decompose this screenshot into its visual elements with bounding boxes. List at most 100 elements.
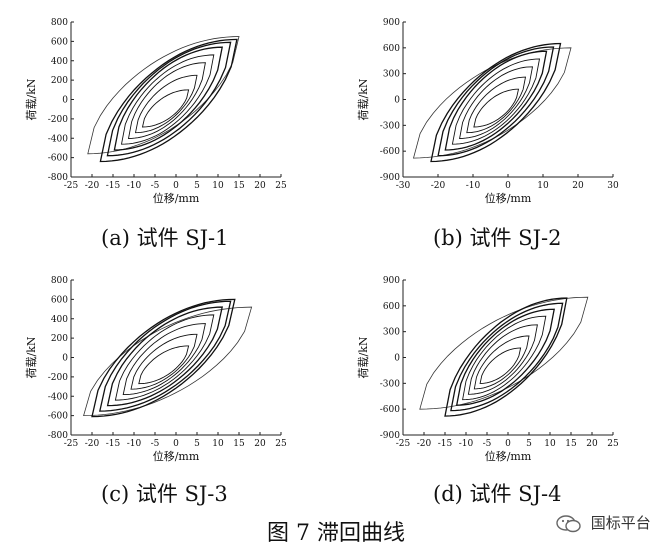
x-tick-label: -5 [151,181,160,191]
y-tick-label: 0 [394,354,400,364]
y-tick-label: -400 [48,392,68,402]
caption-sj1: (a) 试件 SJ-1 [101,226,229,250]
hysteresis-loop [114,314,215,401]
y-axis-label: 荷载/kN [357,336,370,378]
y-tick-label: 900 [383,18,400,28]
hysteresis-loop [106,41,232,157]
chart-1: -25 -20 -15 -10 -5 0 5 10 15 20 25 -800 -600 -400 -200… [25,18,287,205]
y-tick-label: 400 [51,315,68,325]
x-tick-label: 25 [607,439,619,449]
watermark-text: 国标平台 [590,514,651,532]
y-tick-label: -200 [48,115,68,125]
x-tick-label: 10 [537,181,549,191]
caption-sj3: (c) 试件 SJ-3 [101,482,228,506]
x-tick-label: 0 [505,181,511,191]
chart-3: -25 -20 -15 -10 -5 0 5 10 15 20 25 -800 -600 -400 -200… [25,276,287,463]
y-tick-label: -300 [380,379,400,389]
x-tick-label: -15 [106,181,121,191]
x-tick-label: -10 [466,181,481,191]
envelope-curve [419,296,589,410]
y-tick-label: 800 [51,276,68,286]
x-tick-label: 0 [505,439,511,449]
x-axis-label: 位移/mm [153,449,200,463]
y-tick-label: -600 [48,154,68,164]
x-tick-label: 15 [565,439,577,449]
y-tick-label: 300 [383,328,400,338]
hysteresis-loop [450,302,564,412]
hysteresis-loop [473,88,520,128]
y-tick-label: 0 [62,96,68,106]
y-axis-label: 荷载/kN [25,78,38,120]
hysteresis-loop [98,300,232,412]
y-tick-label: -600 [380,147,400,157]
y-tick-label: 900 [383,276,400,286]
x-tick-label: 0 [173,181,179,191]
y-tick-label: -600 [48,412,68,422]
hysteresis-loop [473,335,530,390]
hysteresis-loop [455,308,555,406]
hysteresis-loop [91,298,236,418]
x-tick-label: -15 [438,439,453,449]
hysteresis-loop [141,89,190,128]
x-tick-label: 25 [275,181,287,191]
hysteresis-loop [120,54,215,145]
x-tick-label: 10 [212,181,224,191]
y-tick-label: 400 [51,57,68,67]
x-axis-label: 位移/mm [485,191,532,205]
wechat-logo-icon [556,514,581,532]
x-tick-label: 5 [194,181,200,191]
y-axis-label: 荷载/kN [357,78,370,120]
y-tick-label: -600 [380,405,400,415]
y-tick-label: -200 [48,373,68,383]
y-tick-label: 600 [51,295,68,305]
hysteresis-loop [122,323,206,396]
hysteresis-loop [467,324,538,395]
chart-2: -30 -20 -10 0 10 20 30 -900 -600 -300 0 300 600 900 位移… [357,18,619,205]
y-tick-label: -900 [380,173,400,183]
hysteresis-loop [459,66,534,139]
envelope-curve [87,36,240,155]
y-tick-label: 0 [62,354,68,364]
y-tick-label: 800 [51,18,68,28]
y-axis-label: 荷载/kN [25,336,38,378]
x-tick-label: 15 [233,439,245,449]
y-tick-label: 600 [51,37,68,47]
x-tick-label: -10 [459,439,474,449]
hysteresis-loop [462,315,547,401]
hysteresis-loop [466,76,527,134]
hysteresis-loop [451,58,541,145]
x-tick-label: 15 [233,181,245,191]
x-tick-label: -20 [431,181,446,191]
envelope-curve [412,47,572,159]
hysteresis-loop [113,46,223,151]
x-axis-label: 位移/mm [485,449,532,463]
y-tick-label: 0 [394,96,400,106]
y-tick-label: -400 [48,134,68,144]
x-tick-label: -25 [64,181,79,191]
x-tick-label: -15 [106,439,121,449]
x-tick-label: 30 [607,181,619,191]
hysteresis-loop [127,62,206,139]
x-tick-label: 20 [254,439,266,449]
x-tick-label: 10 [544,439,556,449]
x-axis-label: 位移/mm [153,191,200,205]
x-tick-label: -10 [127,181,142,191]
chart-4: -25 -20 -15 -10 -5 0 5 10 15 20 25 -900 -600 -300 0 300… [357,276,619,463]
x-tick-label: 5 [194,439,200,449]
hysteresis-loop [430,42,562,163]
x-tick-label: -20 [85,439,100,449]
y-tick-label: -800 [48,173,68,183]
y-tick-label: -900 [380,431,400,441]
figure-title: 图 7 滞回曲线 [267,521,405,546]
caption-sj4: (d) 试件 SJ-4 [433,482,562,506]
hysteresis-loop [99,38,238,163]
hysteresis-loop [138,345,190,385]
x-tick-label: 20 [572,181,584,191]
y-tick-label: 200 [51,334,68,344]
y-tick-label: 600 [383,302,400,312]
y-tick-label: 600 [383,44,400,54]
x-tick-label: 20 [254,181,266,191]
watermark: 国标平台 [556,512,651,534]
